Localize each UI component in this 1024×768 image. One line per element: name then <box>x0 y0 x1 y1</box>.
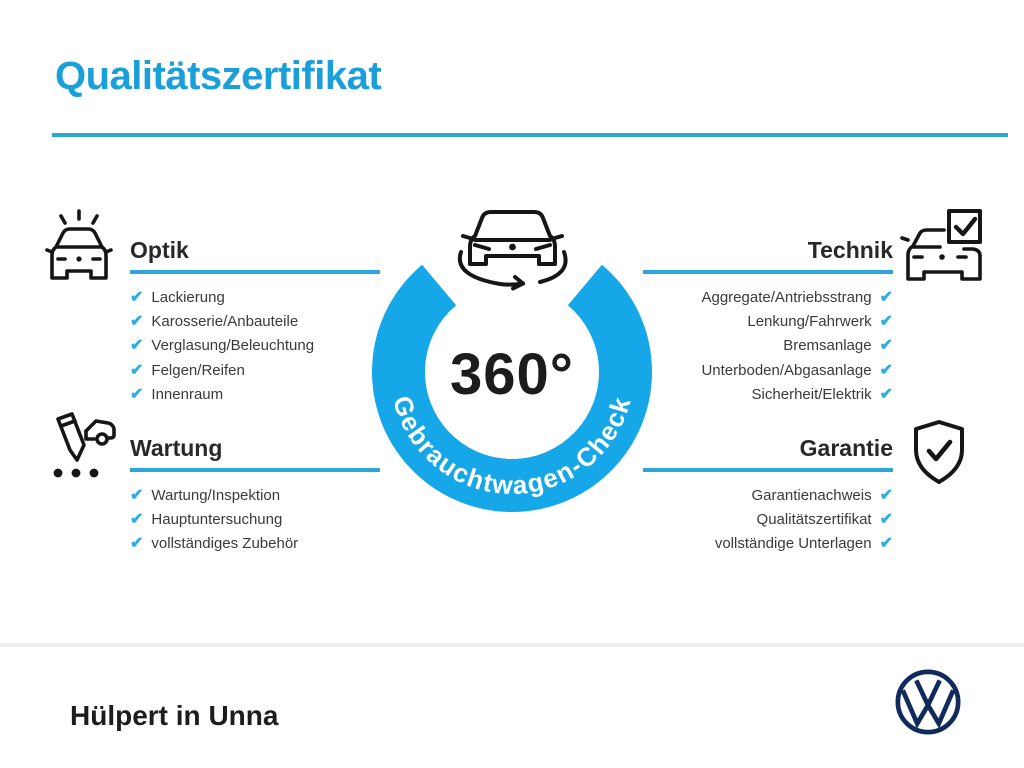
technik-divider <box>643 270 893 274</box>
item-label: Karosserie/Anbauteile <box>151 312 299 330</box>
check-icon: ✔ <box>879 386 893 404</box>
item-label: Lackierung <box>151 288 225 306</box>
check-icon: ✔ <box>130 535 144 553</box>
section-wartung: Wartung ✔ Wartung/Inspektion ✔ Hauptunters… <box>130 435 380 557</box>
list-item: vollständige Unterlagen ✔ <box>643 532 893 556</box>
list-item: Qualitätszertifikat ✔ <box>643 508 893 532</box>
optik-checklist: ✔ Lackierung ✔ Karosserie/Anbauteile ✔ Verg… <box>130 286 380 408</box>
check-icon: ✔ <box>879 510 893 528</box>
check-icon: ✔ <box>130 386 144 404</box>
check-icon: ✔ <box>130 288 144 306</box>
badge-360-ring: Gebrauchtwagen-Check <box>362 222 662 527</box>
list-item: ✔ Hauptuntersuchung <box>130 508 380 532</box>
wartung-divider <box>130 468 380 472</box>
list-item: Garantienachweis ✔ <box>643 484 893 508</box>
check-icon: ✔ <box>130 510 144 528</box>
wartung-heading: Wartung <box>130 435 223 461</box>
footer-divider <box>0 643 1024 647</box>
technik-heading: Technik <box>807 237 893 263</box>
item-label: Sicherheit/Elektrik <box>751 386 872 404</box>
item-label: vollständiges Zubehör <box>151 535 299 553</box>
wartung-checklist: ✔ Wartung/Inspektion ✔ Hauptuntersuchung ✔… <box>130 484 380 557</box>
section-optik: Optik ✔ Lackierung ✔ Karosserie/Anbauteile… <box>130 237 380 408</box>
item-label: Hauptuntersuchung <box>151 510 283 528</box>
page-title: Qualitätszertifikat <box>55 54 382 98</box>
car-360-rotation-icon <box>446 192 579 303</box>
check-icon: ✔ <box>879 337 893 355</box>
section-technik: Technik Aggregate/Antriebsstrang ✔ Lenkun… <box>643 237 893 408</box>
list-item: Bremsanlage ✔ <box>643 334 893 358</box>
optik-heading: Optik <box>130 237 189 263</box>
list-item: ✔ Innenraum <box>130 383 380 407</box>
check-icon: ✔ <box>130 361 144 379</box>
check-icon: ✔ <box>879 486 893 504</box>
check-icon: ✔ <box>130 312 144 330</box>
technik-checklist: Aggregate/Antriebsstrang ✔ Lenkung/Fahrwe… <box>643 286 893 408</box>
list-item: ✔ Felgen/Reifen <box>130 359 380 383</box>
service-checklist-icon <box>36 404 120 488</box>
check-icon: ✔ <box>879 535 893 553</box>
list-item: Lenkung/Fahrwerk ✔ <box>643 310 893 334</box>
item-label: Garantienachweis <box>751 486 872 504</box>
garantie-heading: Garantie <box>799 435 893 461</box>
check-icon: ✔ <box>879 288 893 306</box>
section-garantie: Garantie Garantienachweis ✔ Qualitätszert… <box>643 435 893 557</box>
shield-check-icon <box>908 418 970 488</box>
item-label: Verglasung/Beleuchtung <box>151 337 315 355</box>
item-label: Lenkung/Fahrwerk <box>747 312 872 330</box>
garantie-divider <box>643 468 893 472</box>
volkswagen-logo <box>892 666 964 743</box>
item-label: Wartung/Inspektion <box>151 486 281 504</box>
list-item: ✔ Wartung/Inspektion <box>130 484 380 508</box>
sparkling-car-icon <box>44 206 114 284</box>
list-item: ✔ Verglasung/Beleuchtung <box>130 334 380 358</box>
badge-360-label: 360° <box>450 342 574 407</box>
item-label: Unterboden/Abgasanlage <box>701 361 872 379</box>
list-item: Aggregate/Antriebsstrang ✔ <box>643 286 893 310</box>
item-label: Aggregate/Antriebsstrang <box>701 288 872 306</box>
list-item: ✔ vollständiges Zubehör <box>130 532 380 556</box>
optik-divider <box>130 270 380 274</box>
item-label: Bremsanlage <box>783 337 872 355</box>
item-label: Innenraum <box>151 386 224 404</box>
dealer-name: Hülpert in Unna <box>70 700 279 731</box>
garantie-checklist: Garantienachweis ✔ Qualitätszertifikat ✔ v… <box>643 484 893 557</box>
check-icon: ✔ <box>130 337 144 355</box>
car-checkbox-icon <box>900 205 988 289</box>
title-divider <box>52 133 1008 137</box>
item-label: vollständige Unterlagen <box>714 535 872 553</box>
list-item: ✔ Karosserie/Anbauteile <box>130 310 380 334</box>
check-icon: ✔ <box>130 486 144 504</box>
item-label: Felgen/Reifen <box>151 361 245 379</box>
list-item: Unterboden/Abgasanlage ✔ <box>643 359 893 383</box>
check-icon: ✔ <box>879 361 893 379</box>
list-item: ✔ Lackierung <box>130 286 380 310</box>
list-item: Sicherheit/Elektrik ✔ <box>643 383 893 407</box>
item-label: Qualitätszertifikat <box>756 510 872 528</box>
check-icon: ✔ <box>879 312 893 330</box>
